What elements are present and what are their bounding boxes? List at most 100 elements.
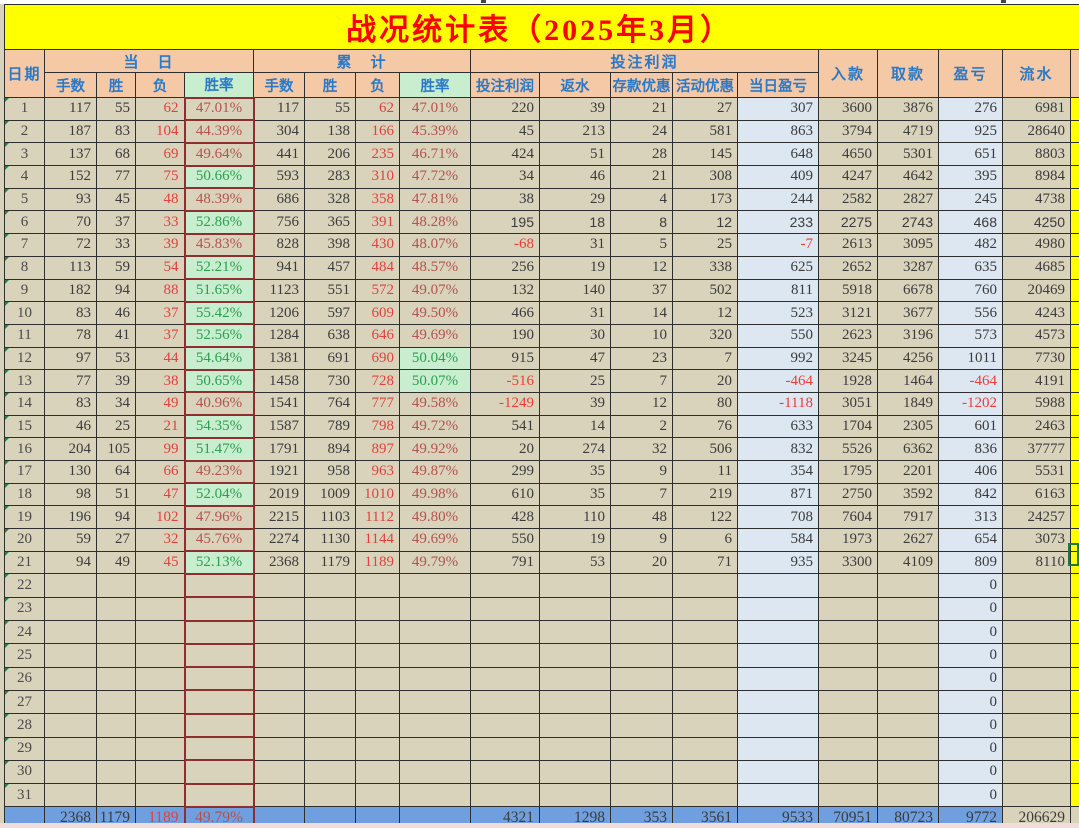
cell-day27-activity-bonus[interactable]: [672, 689, 738, 715]
cell-day2-day-pl[interactable]: 863: [737, 119, 819, 144]
col-header-cum-losses[interactable]: 负: [355, 72, 400, 98]
cell-day22-cum-rate[interactable]: [399, 573, 471, 598]
cell-day21-cum-loss[interactable]: 1189: [355, 550, 400, 575]
cell-day11-deposit[interactable]: 2623: [818, 323, 878, 348]
right-strip-cell[interactable]: [1069, 301, 1079, 325]
cell-day9-turnover[interactable]: 20469: [1002, 278, 1071, 303]
cell-day15-activity-bonus[interactable]: 76: [672, 414, 738, 439]
right-strip-cell[interactable]: [1069, 278, 1079, 303]
cell-day15-rebate[interactable]: 14: [539, 414, 611, 439]
cell-day22-turnover[interactable]: [1002, 573, 1071, 598]
cell-day-25[interactable]: 25: [4, 643, 45, 668]
cell-day31-sd-win[interactable]: [96, 783, 136, 808]
cell-day27-cum-loss[interactable]: [355, 689, 400, 715]
cell-day1-sd-win[interactable]: 55: [96, 97, 136, 121]
cell-day15-deposit-bonus[interactable]: 2: [610, 414, 673, 439]
cell-day7-cum-win[interactable]: 398: [304, 233, 356, 257]
cell-day-21[interactable]: 21: [4, 550, 45, 575]
cell-day4-sd-rate[interactable]: 50.66%: [183, 164, 255, 190]
cell-day9-pl[interactable]: 760: [938, 278, 1003, 303]
cell-day10-bet-profit[interactable]: 466: [470, 301, 540, 325]
cell-day14-pl[interactable]: -1202: [938, 391, 1003, 416]
col-header-profit-loss[interactable]: 盈亏: [938, 49, 1003, 98]
cell-day23-cum-rate[interactable]: [399, 596, 471, 622]
cell-day-18[interactable]: 18: [4, 482, 45, 507]
cell-day28-day-pl[interactable]: [737, 713, 819, 738]
cell-day1-sd-loss[interactable]: 62: [135, 97, 185, 121]
cell-day27-turnover[interactable]: [1002, 689, 1071, 715]
cell-day17-pl[interactable]: 406: [938, 460, 1003, 484]
cell-day11-sd-hands[interactable]: 78: [44, 323, 97, 348]
cell-day17-cum-win[interactable]: 958: [304, 460, 356, 484]
cell-day13-bet-profit[interactable]: -516: [470, 369, 540, 393]
cell-day26-sd-hands[interactable]: [44, 666, 97, 691]
cell-day1-cum-loss[interactable]: 62: [355, 97, 400, 121]
cell-day5-activity-bonus[interactable]: 173: [672, 187, 738, 212]
cell-day6-activity-bonus[interactable]: 12: [672, 210, 738, 235]
cell-day11-bet-profit[interactable]: 190: [470, 323, 540, 348]
cell-day16-pl[interactable]: 836: [938, 437, 1003, 461]
cell-day13-turnover[interactable]: 4191: [1002, 369, 1071, 393]
cell-day-6[interactable]: 6: [4, 210, 45, 235]
cell-day18-turnover[interactable]: 6163: [1002, 482, 1071, 507]
col-header-today-winrate[interactable]: 胜率: [184, 72, 254, 98]
cell-day10-rebate[interactable]: 31: [539, 301, 611, 325]
cell-day19-cum-rate[interactable]: 49.80%: [399, 505, 471, 530]
cell-day22-cum-hands[interactable]: [253, 573, 305, 598]
cell-day20-cum-win[interactable]: 1130: [304, 528, 356, 552]
cell-day20-sd-win[interactable]: 27: [96, 528, 136, 552]
cell-day20-cum-loss[interactable]: 1144: [355, 528, 400, 552]
cell-day20-turnover[interactable]: 3073: [1002, 528, 1071, 552]
cell-day13-deposit-bonus[interactable]: 7: [610, 369, 673, 393]
col-header-activity-bonus[interactable]: 活动优惠: [672, 72, 738, 98]
cell-day23-sd-loss[interactable]: [135, 596, 185, 622]
cell-day26-bet-profit[interactable]: [470, 666, 540, 691]
cell-day12-sd-hands[interactable]: 97: [44, 346, 97, 371]
cell-day4-cum-rate[interactable]: 47.72%: [399, 165, 471, 189]
cell-day30-cum-hands[interactable]: [253, 759, 305, 785]
cell-day4-cum-win[interactable]: 283: [304, 165, 356, 189]
cell-day10-cum-rate[interactable]: 49.50%: [399, 301, 471, 325]
cell-day-13[interactable]: 13: [4, 369, 45, 393]
cell-day30-withdraw[interactable]: [877, 759, 939, 785]
cell-day18-rebate[interactable]: 35: [539, 482, 611, 507]
cell-day29-sd-rate[interactable]: [183, 736, 255, 762]
cell-total-cum-hands[interactable]: [253, 806, 305, 828]
right-strip-cell[interactable]: [1069, 736, 1079, 761]
cell-day24-cum-win[interactable]: [304, 620, 356, 645]
cell-day28-withdraw[interactable]: [877, 713, 939, 738]
cell-day20-sd-hands[interactable]: 59: [44, 528, 97, 552]
cell-day17-cum-rate[interactable]: 49.87%: [399, 460, 471, 484]
cell-day11-sd-win[interactable]: 41: [96, 323, 136, 348]
cell-day6-sd-hands[interactable]: 70: [44, 210, 97, 235]
cell-day11-pl[interactable]: 573: [938, 323, 1003, 348]
cell-day13-deposit[interactable]: 1928: [818, 369, 878, 393]
cell-day16-deposit[interactable]: 5526: [818, 437, 878, 461]
cell-day13-cum-rate[interactable]: 50.07%: [399, 369, 471, 393]
cell-day28-cum-rate[interactable]: [399, 713, 471, 738]
cell-day5-pl[interactable]: 245: [938, 187, 1003, 212]
cell-day-12[interactable]: 12: [4, 346, 45, 371]
col-header-withdraw[interactable]: 取款: [877, 49, 939, 98]
right-strip-cell[interactable]: [1069, 391, 1079, 416]
cell-day30-sd-win[interactable]: [96, 759, 136, 785]
cell-day4-withdraw[interactable]: 4642: [877, 165, 939, 189]
cell-day18-bet-profit[interactable]: 610: [470, 482, 540, 507]
right-strip-cell[interactable]: [1069, 255, 1079, 280]
cell-day18-sd-win[interactable]: 51: [96, 482, 136, 507]
cell-day19-activity-bonus[interactable]: 122: [672, 505, 738, 530]
cell-day-22[interactable]: 22: [4, 573, 45, 598]
cell-day4-bet-profit[interactable]: 34: [470, 165, 540, 189]
cell-day14-cum-hands[interactable]: 1541: [253, 391, 305, 416]
cell-day2-withdraw[interactable]: 4719: [877, 119, 939, 144]
cell-day13-cum-hands[interactable]: 1458: [253, 369, 305, 393]
cell-day12-sd-loss[interactable]: 44: [135, 346, 185, 371]
cell-day8-deposit-bonus[interactable]: 12: [610, 255, 673, 280]
cell-day10-turnover[interactable]: 4243: [1002, 301, 1071, 325]
cell-day12-bet-profit[interactable]: 915: [470, 346, 540, 371]
col-header-cum-winrate[interactable]: 胜率: [399, 72, 471, 98]
cell-day7-withdraw[interactable]: 3095: [877, 233, 939, 257]
cell-day24-cum-rate[interactable]: [399, 620, 471, 645]
cell-day20-rebate[interactable]: 19: [539, 528, 611, 552]
cell-day2-sd-rate[interactable]: 44.39%: [183, 119, 255, 144]
